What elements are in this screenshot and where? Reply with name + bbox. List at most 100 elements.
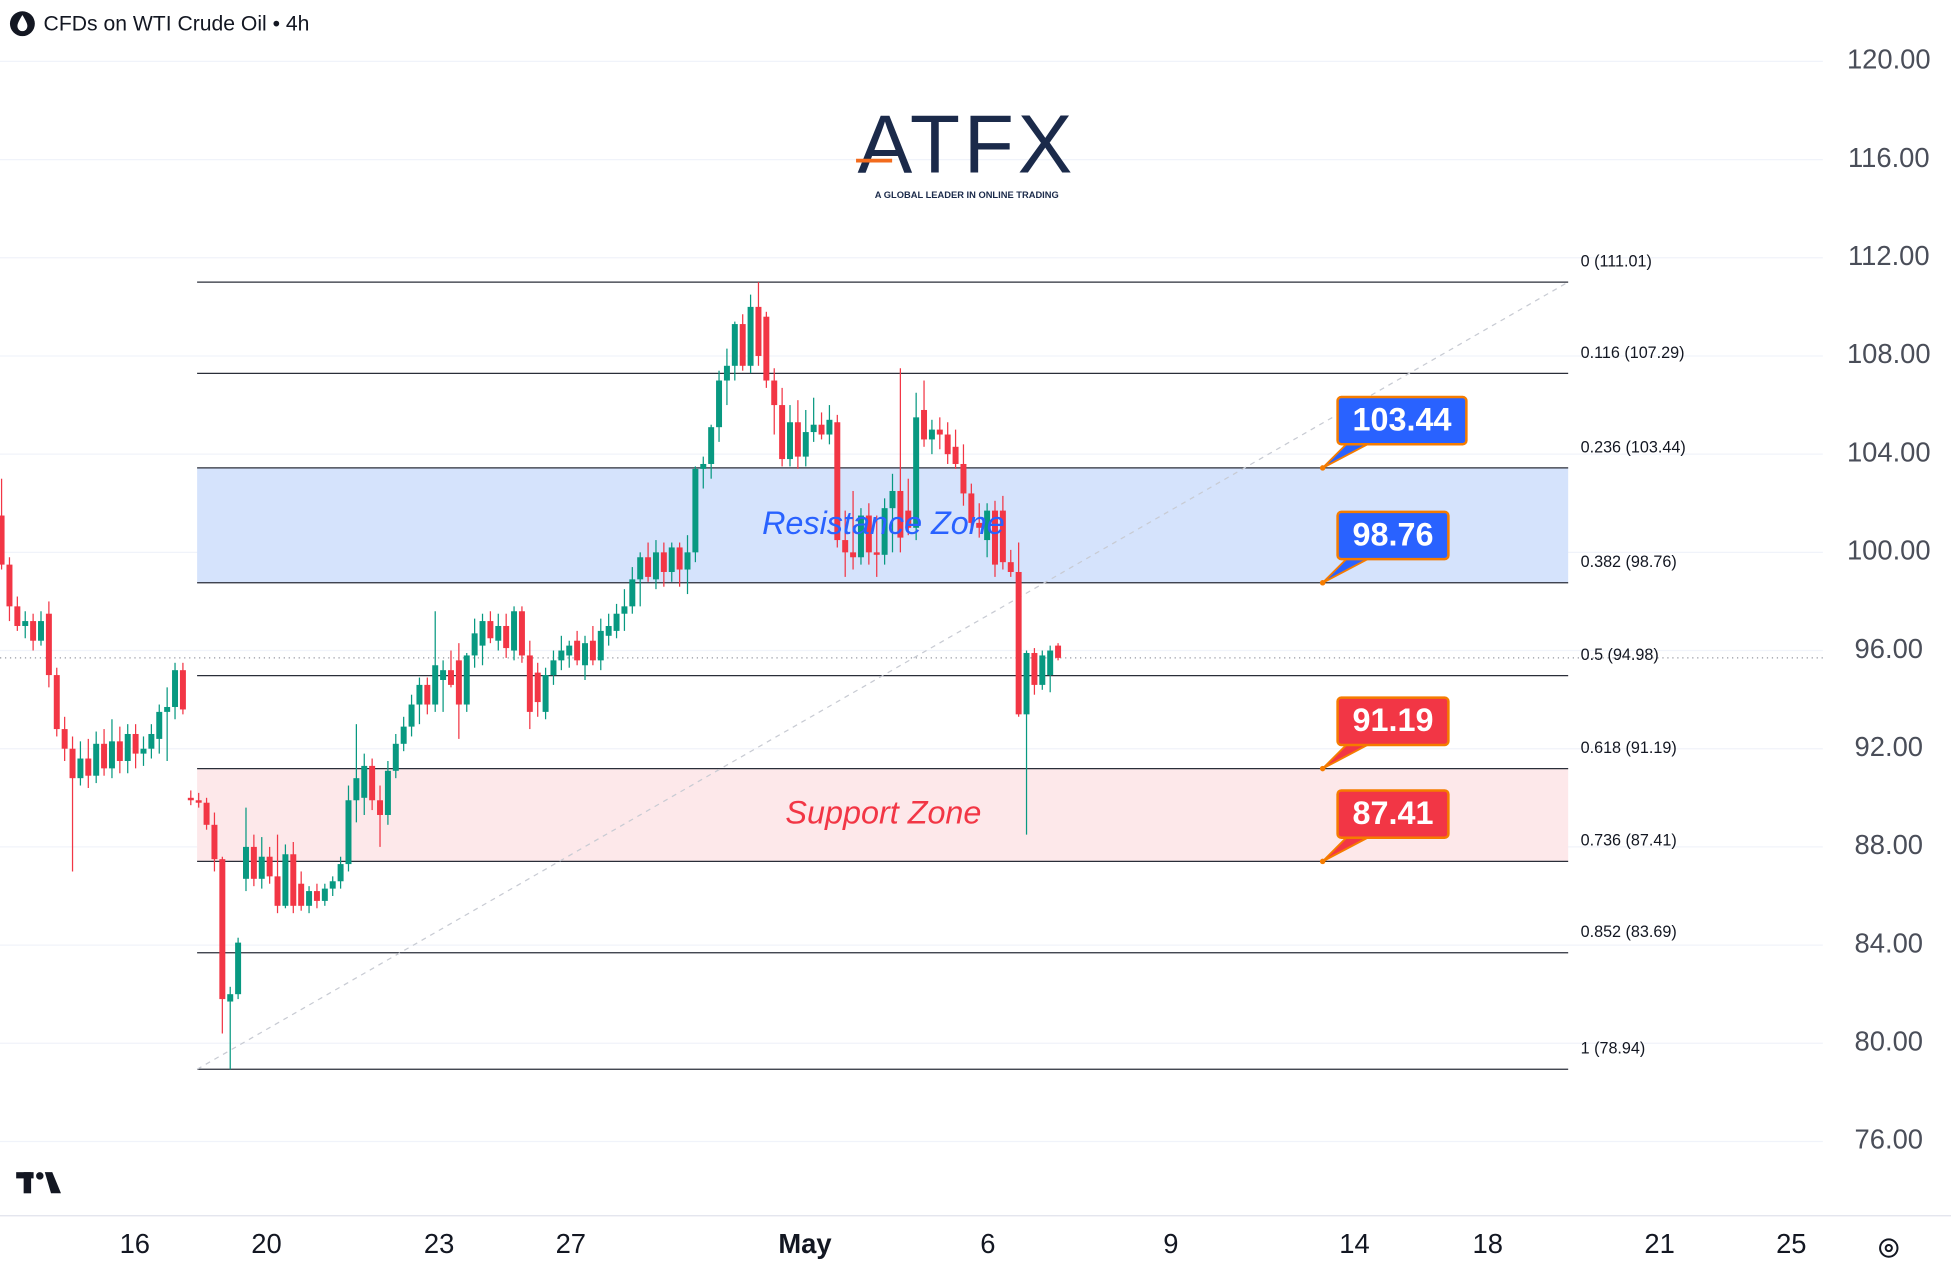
y-tick-label: 84.00 xyxy=(1855,927,1923,958)
symbol-icon-drop xyxy=(17,14,28,32)
candle-body xyxy=(936,429,943,435)
x-tick-label: 27 xyxy=(556,1228,586,1259)
candle-body xyxy=(645,557,652,577)
candle-body xyxy=(629,579,636,607)
candle-body xyxy=(574,640,581,661)
candle-body xyxy=(345,800,352,865)
x-tick-label: 23 xyxy=(424,1228,454,1259)
candle-body xyxy=(708,427,715,464)
tv-logo-v xyxy=(44,1172,61,1194)
candle-body xyxy=(487,621,494,639)
settings-icon[interactable] xyxy=(1879,1238,1899,1258)
candle-body xyxy=(377,800,384,815)
callout-pointer xyxy=(1321,742,1371,770)
candle-body xyxy=(660,552,667,572)
candle-body xyxy=(566,645,573,656)
candle-body xyxy=(156,711,163,739)
candle-body xyxy=(108,741,115,769)
candle-body xyxy=(148,733,155,749)
candle-body xyxy=(968,493,975,523)
callout: 103.44 xyxy=(1319,395,1468,471)
candle-body xyxy=(274,876,281,906)
candle-body xyxy=(124,733,131,761)
candle-body xyxy=(116,741,123,761)
fib-label: 0 (111.01) xyxy=(1581,252,1652,270)
tv-logo-dot xyxy=(36,1172,44,1180)
candle-body xyxy=(637,557,644,580)
callout-anchor xyxy=(1319,465,1326,471)
candle-body xyxy=(992,510,998,565)
candle-body xyxy=(952,446,959,464)
candle-body xyxy=(250,846,257,879)
callout-anchor xyxy=(1319,765,1326,772)
candle-body xyxy=(716,380,723,428)
candle-body xyxy=(298,883,305,906)
candle-body xyxy=(45,613,52,676)
x-tick-label: 16 xyxy=(120,1228,150,1259)
y-tick-label: 76.00 xyxy=(1855,1124,1923,1155)
candle-body xyxy=(495,625,502,641)
candle-body xyxy=(85,758,92,776)
callout-box xyxy=(1336,696,1450,747)
callout-box xyxy=(1336,789,1450,839)
candle-body xyxy=(1055,645,1062,658)
callout-pointer xyxy=(1321,442,1371,469)
candle-body xyxy=(771,380,778,406)
x-tick-label: 21 xyxy=(1644,1228,1674,1259)
candle-body xyxy=(582,643,588,666)
candle-body xyxy=(353,778,360,801)
candle-body xyxy=(471,633,478,656)
candle-body xyxy=(1007,562,1014,572)
candle-body xyxy=(842,540,849,553)
logo-name: ATFX xyxy=(857,99,1076,190)
candle-body xyxy=(723,365,730,381)
callout: 91.19 xyxy=(1319,696,1450,772)
fib-label: 0.5 (94.98) xyxy=(1581,646,1659,664)
y-tick-label: 100.00 xyxy=(1847,535,1931,566)
candle-body xyxy=(424,684,431,705)
candle-body xyxy=(763,316,770,381)
tv-logo xyxy=(16,1172,61,1194)
candle-body xyxy=(69,748,76,779)
callout-label: 98.76 xyxy=(1353,516,1434,552)
fib-label: 0.618 (91.19) xyxy=(1581,739,1677,757)
candle-body xyxy=(101,743,108,769)
candle-body xyxy=(140,748,147,754)
tv-logo-stem xyxy=(23,1172,32,1194)
y-tick-label: 116.00 xyxy=(1848,142,1930,173)
candle-body xyxy=(337,864,344,882)
candle-body xyxy=(30,621,37,641)
candle-body xyxy=(700,463,707,469)
candle-body xyxy=(321,888,328,901)
y-tick-label: 112.00 xyxy=(1848,240,1930,271)
candle-body xyxy=(416,684,423,705)
candle-body xyxy=(881,508,888,555)
x-tick-label: May xyxy=(778,1228,832,1259)
candle-body xyxy=(6,564,13,607)
y-tick-label: 104.00 xyxy=(1847,436,1931,467)
candle-body xyxy=(1023,652,1030,715)
candle-body xyxy=(203,802,210,825)
candle-body xyxy=(219,859,226,1000)
fib-label: 0.236 (103.44) xyxy=(1581,438,1686,456)
candle-body xyxy=(550,660,557,676)
candle-body xyxy=(984,510,991,541)
candle-body xyxy=(558,650,565,661)
fib-label: 0.736 (87.41) xyxy=(1581,832,1677,850)
logo-tagline: A GLOBAL LEADER IN ONLINE TRADING xyxy=(875,190,1059,200)
fib-label: 0.382 (98.76) xyxy=(1581,553,1677,571)
settings-icon-ring[interactable] xyxy=(1879,1238,1899,1258)
candle-body xyxy=(597,630,604,661)
candle-body xyxy=(266,856,273,877)
candle-body xyxy=(93,743,100,776)
candle-body xyxy=(850,552,857,558)
candle-body xyxy=(913,417,920,528)
candle-body xyxy=(0,515,5,565)
settings-icon-hub[interactable] xyxy=(1884,1243,1893,1253)
candle-body xyxy=(652,552,659,580)
candle-body xyxy=(1039,655,1046,685)
zone-label: Resistance Zone xyxy=(762,505,1005,541)
y-tick-label: 120.00 xyxy=(1847,44,1931,75)
candle-body xyxy=(179,670,186,710)
